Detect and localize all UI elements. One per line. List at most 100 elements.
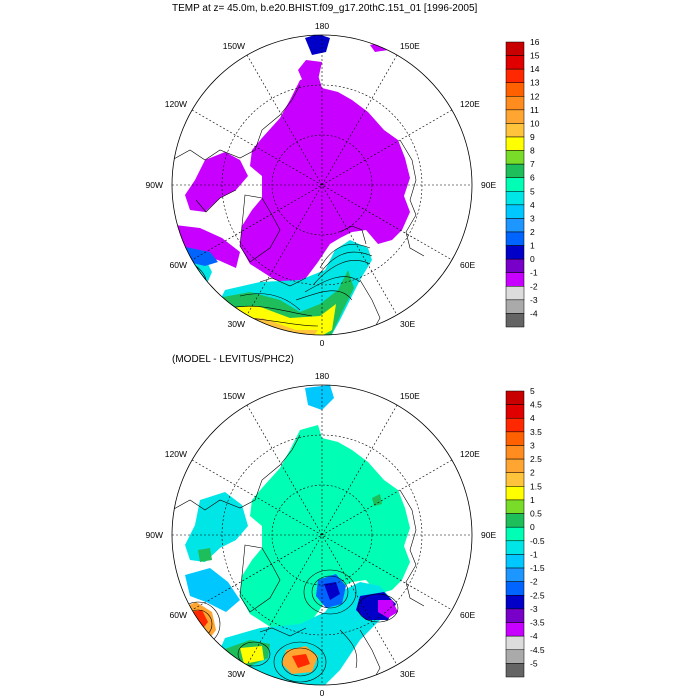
colorbar-label: -5	[530, 658, 538, 668]
panel1-lon-labels: 180 150E 120E 90E 60E 30E 0 30W 60W 90W …	[146, 21, 497, 348]
colorbar-label: -1.5	[530, 563, 545, 573]
colorbar-swatch	[505, 404, 525, 419]
colorbar-label: 4	[530, 200, 535, 210]
colorbar-swatch	[505, 567, 525, 582]
panel1-title: TEMP at z= 45.0m, b.e20.BHIST.f09_g17.20…	[172, 3, 478, 14]
panel2-map-border	[171, 384, 473, 686]
colorbar-label: 10	[530, 118, 540, 128]
colorbar-swatch	[505, 635, 525, 651]
colorbar-swatch	[505, 218, 525, 233]
lon-label: 90E	[481, 530, 496, 540]
colorbar-swatch	[505, 55, 525, 70]
colorbar-label: -3.5	[530, 618, 545, 628]
lon-label: 60E	[460, 610, 475, 620]
panel2-fram-dark	[324, 582, 340, 600]
colorbar-label: -0.5	[530, 536, 545, 546]
panel2-atlantic-yellow	[240, 646, 264, 664]
panel1-baffin-field	[172, 225, 240, 268]
colorbar-label: 8	[530, 146, 535, 156]
panel1-map: 180 150E 120E 90E 60E 30E 0 30W 60W 90W …	[146, 21, 497, 348]
panel2-baffin-field	[185, 568, 240, 612]
panel2-title: (MODEL - LEVITUS/PHC2)	[172, 354, 294, 365]
panel1-bering-field	[298, 60, 322, 84]
lon-label: 90W	[146, 530, 163, 540]
panel1-graticule	[172, 35, 472, 335]
colorbar-label: 9	[530, 132, 535, 142]
colorbar-swatch	[505, 663, 525, 678]
colorbar-swatch	[505, 649, 525, 664]
panel2-colorbar: 5 4.5 4 3.5 3 2.5 2 1.5 1 0.5 0 -0.5 -1 -1.5 -2 -2.5 -3 -…	[505, 386, 545, 678]
colorbar-swatch	[505, 595, 525, 610]
lon-label: 30W	[228, 669, 245, 679]
colorbar-label: 14	[530, 64, 540, 74]
colorbar-label: 4	[530, 413, 535, 423]
panel1-map-border	[171, 34, 473, 336]
colorbar-label: 1	[530, 495, 535, 505]
colorbar-swatch	[505, 417, 525, 433]
colorbar-swatch	[505, 313, 525, 328]
colorbar-label: 0.5	[530, 509, 542, 519]
lon-label: 30E	[400, 669, 415, 679]
colorbar-swatch	[505, 286, 525, 301]
colorbar-swatch	[505, 272, 525, 287]
colorbar-swatch	[505, 96, 525, 111]
colorbar-label: 15	[530, 51, 540, 61]
panel2-map: 180 150E 120E 90E 60E 30E 0 30W 60W 90W …	[146, 371, 497, 698]
colorbar-swatch	[505, 608, 525, 623]
panel2-graticule	[172, 385, 472, 685]
colorbar-swatch	[505, 204, 525, 219]
colorbar-label: 0	[530, 254, 535, 264]
colorbar-swatch	[505, 540, 525, 555]
lon-label: 120W	[165, 99, 187, 109]
colorbar-label: -2	[530, 577, 538, 587]
colorbar-label: -1	[530, 268, 538, 278]
colorbar-label: -4	[530, 308, 538, 318]
colorbar-swatch	[505, 177, 525, 192]
lon-label: 150W	[223, 391, 245, 401]
colorbar-swatch	[505, 258, 525, 273]
colorbar-swatch	[505, 123, 525, 138]
panel2-lon-labels: 180 150E 120E 90E 60E 30E 0 30W 60W 90W …	[146, 371, 497, 698]
colorbar-swatch	[505, 513, 525, 528]
colorbar-label: -3	[530, 604, 538, 614]
colorbar-swatch	[505, 526, 525, 542]
colorbar-swatch	[505, 299, 525, 314]
colorbar-label: 6	[530, 173, 535, 183]
colorbar-swatch	[505, 554, 525, 569]
lon-label: 150E	[400, 41, 420, 51]
lon-label: 60W	[170, 260, 187, 270]
panel2-bering-field	[305, 385, 334, 410]
colorbar-label: 3	[530, 440, 535, 450]
colorbar-swatch	[505, 136, 525, 151]
colorbar-label: 2	[530, 227, 535, 237]
colorbar-label: 4.5	[530, 400, 542, 410]
lon-label: 150W	[223, 41, 245, 51]
colorbar-swatch	[505, 458, 525, 473]
panel1-archipelago-field	[185, 152, 248, 212]
colorbar-swatch	[505, 245, 525, 260]
colorbar-label: -3	[530, 295, 538, 305]
panel2-contours	[175, 569, 399, 683]
colorbar-label: -2	[530, 281, 538, 291]
colorbar-label: 3	[530, 213, 535, 223]
lon-label: 60W	[170, 610, 187, 620]
lon-label: 150E	[400, 391, 420, 401]
panel2-greenland-green	[198, 548, 212, 562]
colorbar-label: 3.5	[530, 427, 542, 437]
lon-label: 30W	[228, 319, 245, 329]
colorbar-label: -4	[530, 631, 538, 641]
colorbar-label: 0	[530, 522, 535, 532]
panel1-arctic-field	[240, 75, 410, 286]
colorbar-label: -4.5	[530, 645, 545, 655]
panel2-barents-purple	[378, 600, 398, 618]
colorbar-swatch	[505, 68, 525, 83]
lon-label: 120W	[165, 449, 187, 459]
colorbar-label: 2.5	[530, 454, 542, 464]
lon-label: 0	[320, 338, 325, 348]
colorbar-swatch	[505, 109, 525, 124]
lon-label: 180	[315, 371, 329, 381]
lon-label: 0	[320, 688, 325, 698]
colorbar-swatch	[505, 431, 525, 446]
